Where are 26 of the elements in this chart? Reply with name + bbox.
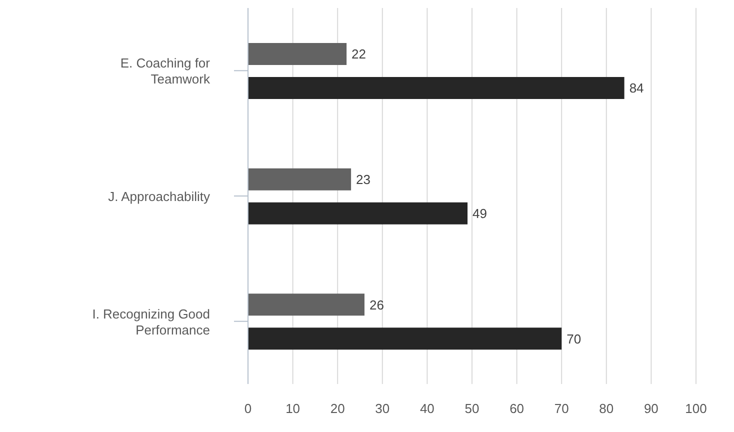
data-label: 84	[629, 80, 644, 96]
x-tick-label: 0	[244, 401, 252, 416]
x-tick-label: 20	[330, 401, 345, 416]
bar	[248, 77, 624, 99]
bar	[248, 294, 364, 316]
x-tick-label: 60	[510, 401, 524, 416]
bar	[248, 328, 562, 350]
data-label: 70	[566, 331, 582, 346]
data-label: 49	[472, 206, 487, 221]
bar	[248, 168, 352, 190]
x-tick-label: 70	[554, 401, 569, 416]
data-label: 23	[356, 172, 371, 187]
x-tick-label: 30	[375, 401, 390, 416]
x-tick-label: 100	[685, 401, 707, 416]
y-tick-label: E. Coaching for Teamwork	[120, 55, 211, 86]
x-tick-label: 90	[644, 401, 658, 416]
bar	[248, 202, 468, 224]
x-tick-label: 50	[464, 401, 480, 416]
data-label: 22	[352, 46, 366, 62]
x-tick-label: 40	[420, 401, 434, 416]
x-tick-label: 10	[286, 401, 300, 416]
x-tick-label: 80	[599, 401, 614, 416]
data-label: 26	[369, 297, 384, 312]
bar	[248, 43, 347, 65]
y-tick-label: J. Approachability	[108, 188, 210, 204]
y-tick-label: I. Recognizing Good Performance	[92, 306, 210, 337]
